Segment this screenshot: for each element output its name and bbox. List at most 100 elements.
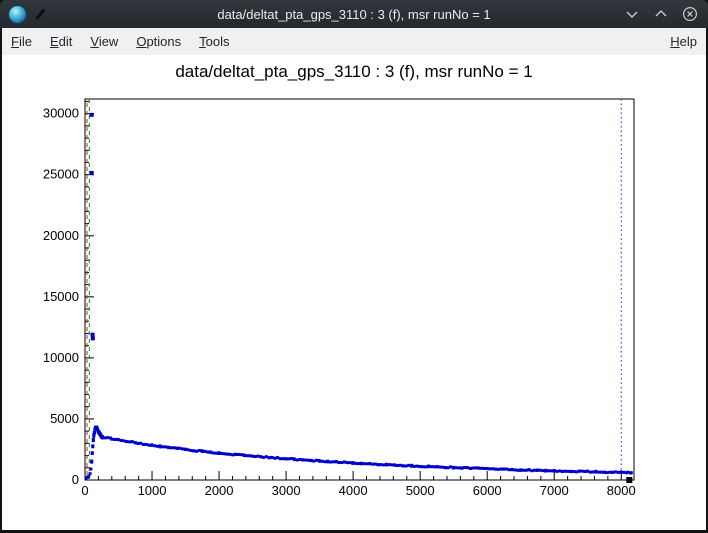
data-point <box>251 454 255 458</box>
menu-options[interactable]: Options <box>136 34 182 49</box>
data-point <box>415 464 419 468</box>
data-point <box>220 452 224 456</box>
data-point <box>117 438 121 442</box>
data-point <box>329 460 333 464</box>
data-point <box>270 455 274 459</box>
data-point <box>287 457 291 461</box>
data-point <box>164 445 168 449</box>
menu-help[interactable]: Help <box>670 34 697 49</box>
data-point <box>90 451 94 455</box>
data-point <box>507 468 511 472</box>
data-point <box>186 448 190 452</box>
data-point <box>203 449 207 453</box>
data-point <box>231 453 235 457</box>
data-point <box>398 463 402 467</box>
data-point <box>340 461 344 465</box>
data-point <box>432 465 436 469</box>
x-tick-label: 6000 <box>473 483 502 498</box>
data-point <box>284 457 288 461</box>
data-point <box>228 452 232 456</box>
data-point <box>477 466 481 470</box>
data-point <box>315 458 319 462</box>
data-point <box>248 454 252 458</box>
data-point <box>128 440 132 444</box>
title-bar[interactable]: data/deltat_pta_gps_3110 : 3 (f), msr ru… <box>0 0 708 28</box>
plot-title: data/deltat_pta_gps_3110 : 3 (f), msr ru… <box>175 62 533 81</box>
data-point <box>597 470 601 474</box>
data-point <box>318 459 322 463</box>
menu-tools[interactable]: Tools <box>199 34 230 49</box>
data-point <box>89 170 94 175</box>
data-point <box>96 427 100 431</box>
data-point <box>552 468 556 472</box>
data-point <box>629 471 633 475</box>
data-point <box>619 470 623 474</box>
data-point <box>245 454 249 458</box>
data-point <box>538 468 542 472</box>
menu-edit[interactable]: Edit <box>49 34 73 49</box>
histogram-plot[interactable]: 0 1000 2000 3000 4000 5000 6000 7000 8000 0 5000 10… <box>2 55 706 530</box>
data-point <box>200 449 204 453</box>
data-point <box>382 463 386 467</box>
window-icon-group <box>8 0 48 28</box>
data-point <box>133 441 137 445</box>
y-tick-label: 0 <box>72 472 79 487</box>
data-point <box>387 463 391 467</box>
data-point <box>326 460 330 464</box>
data-point <box>234 453 238 457</box>
data-point <box>580 469 584 473</box>
data-point <box>136 441 140 445</box>
data-point <box>368 462 372 466</box>
data-point <box>273 456 277 460</box>
data-point <box>591 470 595 474</box>
maximize-button[interactable] <box>653 6 669 22</box>
app-icon[interactable] <box>8 4 27 24</box>
data-point <box>480 466 483 470</box>
data-point <box>262 455 266 459</box>
data-point <box>385 463 389 467</box>
data-point <box>298 457 302 461</box>
data-point <box>306 458 310 462</box>
data-point <box>144 442 148 446</box>
data-point <box>267 456 271 460</box>
data-point <box>544 468 548 472</box>
data-point <box>491 467 495 471</box>
data-point <box>312 459 316 463</box>
data-point <box>87 474 91 478</box>
data-point <box>89 467 93 471</box>
data-point <box>142 442 146 446</box>
data-point <box>181 447 185 451</box>
data-point <box>603 470 607 474</box>
data-point <box>289 457 293 461</box>
data-point <box>460 466 464 470</box>
axis-end-marker <box>626 477 633 483</box>
data-point <box>222 452 226 456</box>
data-point <box>161 445 165 449</box>
data-point <box>371 462 375 466</box>
minimize-button[interactable] <box>624 6 640 22</box>
data-point <box>465 466 469 470</box>
close-button[interactable] <box>682 6 698 22</box>
data-point <box>404 464 408 468</box>
y-tick-label: 15000 <box>43 289 79 304</box>
menu-view[interactable]: View <box>90 34 119 49</box>
data-point <box>494 467 498 471</box>
data-point <box>206 450 210 454</box>
data-point <box>192 449 196 453</box>
data-point <box>449 465 453 469</box>
menu-file[interactable]: File <box>11 34 32 49</box>
x-tick-label: 4000 <box>339 483 368 498</box>
data-point <box>583 469 587 473</box>
y-tick-label: 5000 <box>50 411 79 426</box>
data-point <box>577 469 581 473</box>
data-point <box>91 445 95 449</box>
data-point <box>471 466 475 470</box>
data-point <box>599 470 603 474</box>
data-point <box>239 453 243 457</box>
data-point <box>574 470 578 474</box>
data-point <box>566 469 570 473</box>
data-point <box>454 466 458 470</box>
canvas-area[interactable]: data/deltat_pta_gps_3110 : 3 (f), msr ru… <box>2 55 706 530</box>
data-point <box>211 451 215 455</box>
data-point <box>147 443 151 447</box>
